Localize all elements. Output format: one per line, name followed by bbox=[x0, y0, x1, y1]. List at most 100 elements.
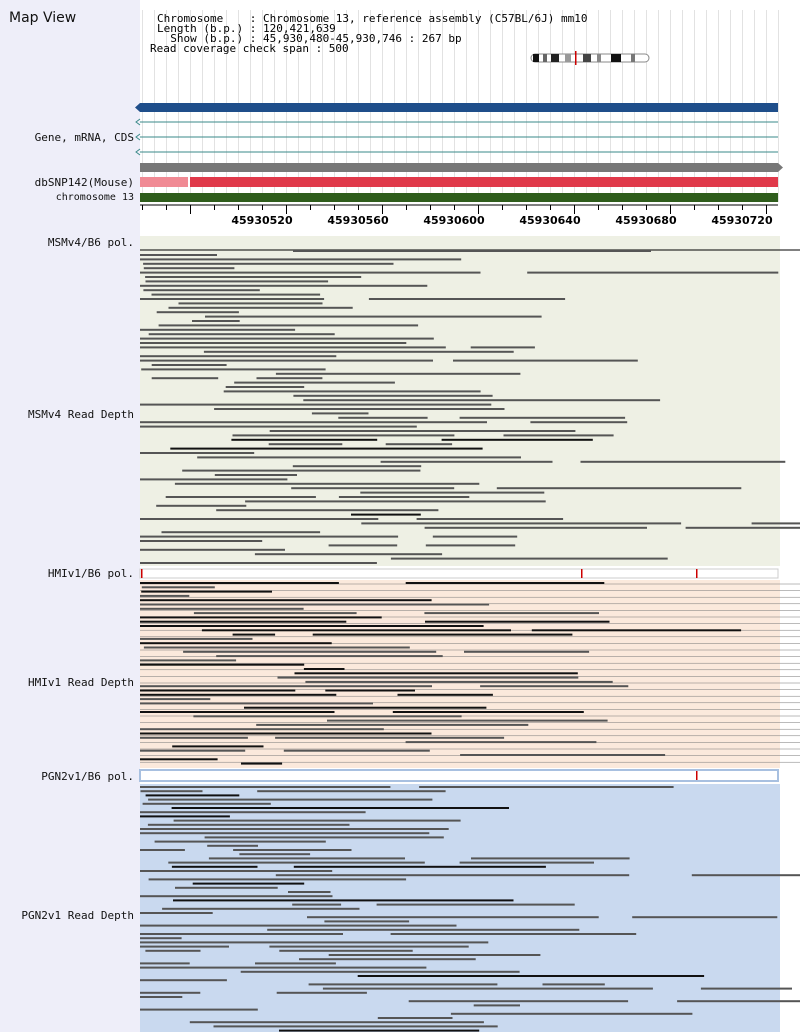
pgn-pol-track[interactable] bbox=[139, 769, 779, 782]
read-bar bbox=[140, 582, 339, 584]
read-bar bbox=[361, 522, 682, 525]
read-bar bbox=[204, 836, 444, 839]
read-bar bbox=[140, 258, 462, 261]
read-bar bbox=[471, 857, 630, 860]
read-bar bbox=[140, 548, 285, 551]
read-bar bbox=[162, 907, 360, 910]
read-bar bbox=[256, 723, 529, 726]
read-bar bbox=[140, 786, 391, 788]
read-bar bbox=[189, 1021, 484, 1024]
read-bar bbox=[140, 421, 487, 424]
read-bar bbox=[142, 802, 271, 805]
chromosome-track bbox=[140, 193, 778, 202]
read-bar bbox=[292, 903, 342, 906]
read-bar bbox=[140, 832, 430, 835]
read-bar bbox=[192, 882, 305, 885]
read-bar bbox=[140, 616, 382, 619]
read-bar bbox=[213, 1025, 498, 1028]
read-bar bbox=[140, 346, 446, 349]
read-bar bbox=[140, 962, 190, 965]
read-bar bbox=[140, 337, 434, 340]
read-bar bbox=[453, 359, 638, 362]
read-bar bbox=[151, 364, 227, 366]
gene-track[interactable] bbox=[135, 103, 778, 156]
read-bar bbox=[140, 359, 433, 362]
read-bar bbox=[700, 987, 792, 990]
read-bar bbox=[140, 937, 182, 940]
info-show: Show (b.p.) : 45,930,480-45,930,746 : 26… bbox=[157, 32, 462, 45]
read-bar bbox=[460, 754, 666, 756]
hmi-pol-track[interactable] bbox=[139, 568, 779, 579]
read-bar bbox=[151, 377, 219, 380]
read-bar bbox=[232, 633, 276, 636]
track-label-panel bbox=[0, 0, 140, 1032]
read-bar bbox=[239, 853, 311, 856]
read-bar bbox=[283, 749, 430, 752]
read-bar bbox=[496, 487, 742, 490]
read-bar bbox=[527, 271, 779, 274]
read-bar bbox=[140, 966, 427, 969]
read-bar bbox=[173, 899, 514, 902]
read-bar bbox=[223, 390, 481, 393]
read-bar bbox=[351, 513, 421, 516]
read-bar bbox=[170, 447, 483, 450]
read-bar bbox=[293, 865, 546, 868]
read-bar bbox=[201, 629, 511, 632]
read-bar bbox=[276, 991, 367, 994]
read-bar bbox=[140, 811, 366, 814]
read-bar bbox=[147, 823, 350, 826]
read-bar bbox=[225, 386, 305, 388]
ruler: 45930520 45930560 45930600 45930640 45930680… bbox=[140, 204, 778, 227]
read-bar bbox=[140, 711, 335, 713]
read-bar bbox=[425, 620, 610, 623]
read-bar bbox=[255, 962, 336, 965]
read-bar bbox=[143, 289, 260, 292]
read-bar bbox=[288, 891, 331, 893]
read-bar bbox=[459, 416, 626, 419]
read-bar bbox=[173, 819, 461, 822]
read-bar bbox=[233, 849, 352, 851]
read-bar bbox=[140, 698, 211, 701]
read-bar bbox=[175, 886, 278, 889]
read-bar bbox=[168, 861, 425, 864]
read-bar bbox=[269, 945, 469, 948]
read-bar bbox=[303, 668, 345, 670]
read-bar bbox=[291, 487, 455, 490]
read-bar bbox=[141, 368, 326, 371]
read-bar bbox=[397, 693, 493, 696]
read-bar bbox=[193, 715, 462, 718]
read-bar bbox=[140, 594, 190, 597]
read-bar bbox=[140, 271, 481, 274]
read-bar bbox=[424, 526, 647, 529]
read-bar bbox=[140, 849, 185, 851]
read-bar bbox=[308, 983, 498, 986]
track-label-pgn-depth: PGN2v1 Read Depth bbox=[21, 909, 134, 922]
read-bar bbox=[141, 586, 215, 589]
read-bar bbox=[140, 1008, 258, 1011]
read-bar bbox=[140, 979, 227, 982]
read-bar bbox=[140, 403, 492, 406]
read-bar bbox=[751, 522, 800, 525]
map-view-title: Map View bbox=[9, 10, 77, 26]
read-bar bbox=[405, 582, 605, 584]
read-bar bbox=[140, 562, 377, 564]
read-bar bbox=[192, 320, 240, 322]
read-bar bbox=[385, 443, 453, 446]
read-bar bbox=[140, 625, 484, 627]
read-bar bbox=[214, 474, 297, 476]
chromosome-ideogram[interactable] bbox=[530, 51, 650, 65]
read-bar bbox=[327, 719, 608, 722]
msm-pol-track[interactable] bbox=[140, 249, 800, 252]
read-bar bbox=[140, 693, 337, 696]
ruler-tick-label: 45930720 bbox=[711, 214, 773, 227]
read-bar bbox=[140, 702, 373, 705]
read-bar bbox=[143, 646, 410, 649]
read-bar bbox=[141, 590, 272, 593]
dbsnp-track[interactable] bbox=[140, 163, 783, 187]
ruler-tick-label: 45930680 bbox=[615, 214, 677, 227]
read-bar bbox=[140, 284, 428, 287]
read-bar bbox=[140, 535, 399, 538]
read-bar bbox=[357, 975, 705, 977]
read-bar bbox=[441, 438, 593, 441]
